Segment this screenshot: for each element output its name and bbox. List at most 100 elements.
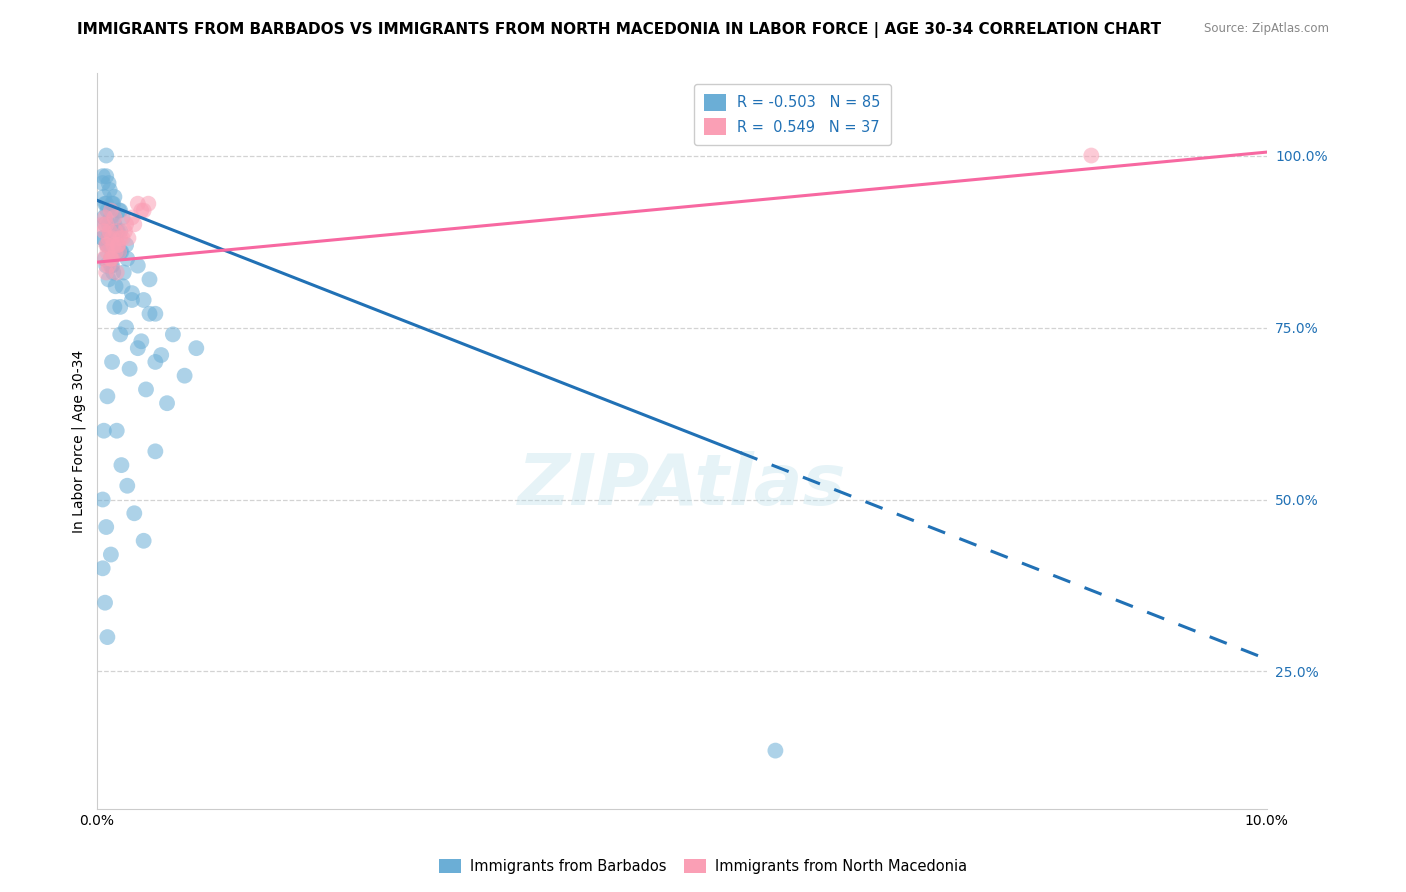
Point — [98, 183, 121, 197]
Point — [100, 548, 122, 562]
Point — [100, 259, 122, 273]
Point — [96, 259, 118, 273]
Point — [111, 279, 134, 293]
Point — [763, 743, 786, 757]
Point — [156, 396, 179, 410]
Point — [110, 231, 132, 245]
Point — [124, 506, 146, 520]
Point — [108, 203, 131, 218]
Point — [101, 231, 124, 245]
Point — [104, 279, 127, 293]
Point — [91, 169, 114, 184]
Point — [96, 265, 118, 279]
Point — [98, 238, 121, 252]
Point — [115, 238, 138, 252]
Point — [131, 203, 153, 218]
Point — [118, 361, 141, 376]
Point — [93, 224, 115, 238]
Point — [150, 348, 173, 362]
Point — [94, 217, 117, 231]
Y-axis label: In Labor Force | Age 30-34: In Labor Force | Age 30-34 — [72, 350, 86, 533]
Point — [107, 238, 129, 252]
Point — [115, 320, 138, 334]
Point — [107, 224, 129, 238]
Point — [93, 211, 115, 225]
Point — [138, 272, 160, 286]
Point — [127, 196, 149, 211]
Point — [94, 596, 117, 610]
Point — [91, 217, 114, 231]
Point — [91, 231, 114, 245]
Point — [162, 327, 184, 342]
Point — [110, 300, 132, 314]
Point — [117, 231, 139, 245]
Point — [132, 533, 155, 548]
Point — [91, 176, 114, 190]
Point — [108, 244, 131, 259]
Point — [100, 211, 122, 225]
Point — [107, 244, 129, 259]
Legend: R = -0.503   N = 85, R =  0.549   N = 37: R = -0.503 N = 85, R = 0.549 N = 37 — [693, 84, 891, 145]
Point — [138, 307, 160, 321]
Point — [107, 238, 129, 252]
Point — [173, 368, 195, 383]
Point — [93, 190, 115, 204]
Point — [121, 211, 143, 225]
Point — [97, 272, 120, 286]
Point — [101, 252, 124, 266]
Text: ZIPAtlas: ZIPAtlas — [517, 450, 846, 520]
Point — [103, 190, 125, 204]
Point — [127, 341, 149, 355]
Point — [112, 265, 135, 279]
Point — [101, 196, 124, 211]
Point — [104, 244, 127, 259]
Point — [143, 307, 166, 321]
Point — [117, 479, 139, 493]
Point — [103, 265, 125, 279]
Point — [91, 561, 114, 575]
Point — [115, 217, 138, 231]
Point — [93, 424, 115, 438]
Point — [1080, 148, 1102, 162]
Point — [101, 355, 124, 369]
Point — [103, 238, 125, 252]
Point — [110, 244, 132, 259]
Point — [105, 224, 128, 238]
Point — [110, 224, 132, 238]
Point — [94, 211, 117, 225]
Point — [121, 286, 143, 301]
Point — [96, 238, 118, 252]
Point — [94, 252, 117, 266]
Point — [97, 231, 120, 245]
Point — [135, 383, 157, 397]
Point — [96, 238, 118, 252]
Point — [97, 259, 120, 273]
Point — [96, 520, 118, 534]
Point — [98, 224, 121, 238]
Point — [96, 238, 118, 252]
Point — [100, 252, 122, 266]
Point — [100, 252, 122, 266]
Point — [100, 203, 122, 218]
Point — [131, 334, 153, 349]
Point — [136, 196, 159, 211]
Point — [96, 244, 118, 259]
Point — [96, 203, 118, 218]
Point — [111, 211, 134, 225]
Point — [103, 211, 125, 225]
Point — [110, 203, 132, 218]
Point — [96, 389, 118, 403]
Point — [104, 231, 127, 245]
Point — [97, 176, 120, 190]
Point — [105, 265, 128, 279]
Point — [91, 231, 114, 245]
Point — [97, 231, 120, 245]
Point — [107, 244, 129, 259]
Point — [110, 244, 132, 259]
Point — [110, 458, 132, 472]
Point — [96, 148, 118, 162]
Point — [124, 217, 146, 231]
Point — [94, 196, 117, 211]
Point — [143, 444, 166, 458]
Point — [97, 231, 120, 245]
